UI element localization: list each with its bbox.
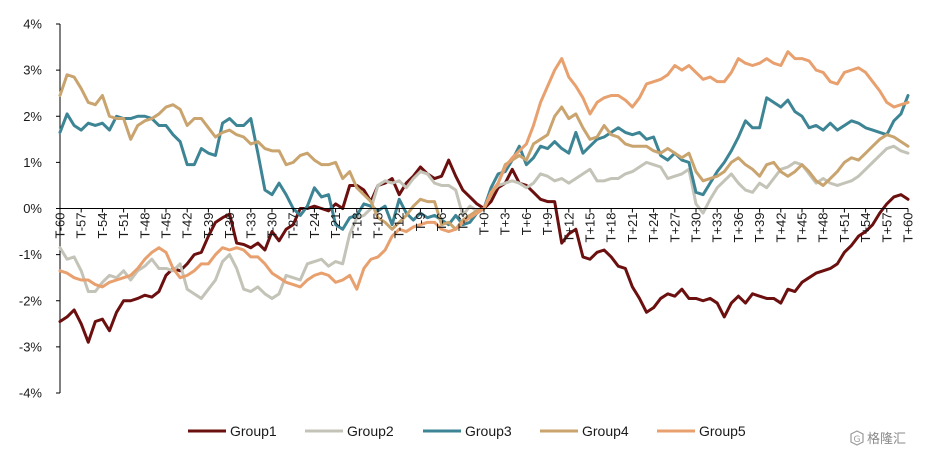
x-tick-label: T-42 (180, 213, 195, 239)
x-tick-label: T-18 (349, 213, 364, 239)
x-tick-label: T+12 (561, 213, 576, 243)
x-tick-label: T-60 (53, 213, 68, 239)
y-tick-label: -4% (19, 386, 43, 401)
x-tick-label: T+45 (795, 213, 810, 243)
x-tick-label: T-12 (392, 213, 407, 239)
x-tick-label: T-36 (222, 213, 237, 239)
legend-label-group5: Group5 (699, 423, 746, 439)
x-tick-label: T-48 (137, 213, 152, 239)
x-tick-label: T+27 (667, 213, 682, 243)
watermark-logo-icon (850, 430, 864, 446)
x-tick-label: T-39 (201, 213, 216, 239)
series-line-group1 (58, 158, 910, 344)
x-tick-label: T-15 (371, 213, 386, 239)
x-axis-tick-labels: T-60 T-57 T-54 T-51 T-48 T-45 T-42 T-39 T-36 T-33… (53, 208, 916, 243)
x-tick-label: T+18 (604, 213, 619, 243)
watermark-logo-glyph: G (854, 435, 861, 445)
x-tick-label: T-30 (265, 213, 280, 239)
y-tick-label: 3% (23, 63, 42, 78)
x-tick-label: T+9 (540, 213, 555, 236)
x-tick-label: T-24 (307, 213, 322, 239)
x-tick-label: T+60 (901, 213, 916, 243)
x-tick-label: T+3 (498, 213, 513, 236)
x-tick-label: T+21 (625, 213, 640, 243)
y-tick-label: 2% (23, 109, 42, 124)
x-tick-label: T-3 (455, 213, 470, 232)
x-tick-label: T+48 (816, 213, 831, 243)
x-tick-label: T+0 (477, 213, 492, 236)
x-tick-label: T+33 (710, 213, 725, 243)
x-tick-label: T+15 (583, 213, 598, 243)
watermark-text: 格隆汇 (867, 431, 906, 447)
x-tick-label: T+57 (879, 213, 894, 243)
watermark: G 格隆汇 (850, 430, 906, 447)
x-tick-label: T+39 (752, 213, 767, 243)
y-axis-tick-labels: 4% 3% 2% 1% 0% -1% -2% -3% -4% (19, 17, 60, 401)
x-tick-label: T+54 (858, 213, 873, 243)
x-tick-label: T+42 (773, 213, 788, 243)
x-tick-label: T-33 (243, 213, 258, 239)
y-tick-label: -1% (19, 247, 43, 262)
legend: Group1 Group2 Group3 Group4 Group5 (188, 423, 746, 439)
x-tick-label: T+6 (519, 213, 534, 236)
x-tick-label: T-45 (159, 213, 174, 239)
x-tick-label: T-54 (95, 213, 110, 239)
y-tick-label: 0% (23, 201, 42, 216)
legend-label-group3: Group3 (465, 423, 512, 439)
x-tick-label: T-6 (434, 213, 449, 232)
y-tick-label: -2% (19, 293, 43, 308)
x-tick-label: T-21 (328, 213, 343, 239)
legend-label-group2: Group2 (347, 423, 394, 439)
y-tick-label: 1% (23, 155, 42, 170)
x-tick-label: T+36 (731, 213, 746, 243)
x-tick-label: T-51 (116, 213, 131, 239)
x-tick-label: T+51 (837, 213, 852, 243)
x-tick-label: T-57 (74, 213, 89, 239)
legend-label-group4: Group4 (582, 423, 629, 439)
x-tick-label: T+30 (689, 213, 704, 243)
y-tick-label: -3% (19, 339, 43, 354)
series-lines (58, 50, 910, 344)
x-tick-label: T-9 (413, 213, 428, 232)
y-tick-label: 4% (23, 17, 42, 32)
legend-label-group1: Group1 (230, 423, 277, 439)
x-tick-label: T+24 (646, 213, 661, 243)
x-tick-label: T-27 (286, 213, 301, 239)
